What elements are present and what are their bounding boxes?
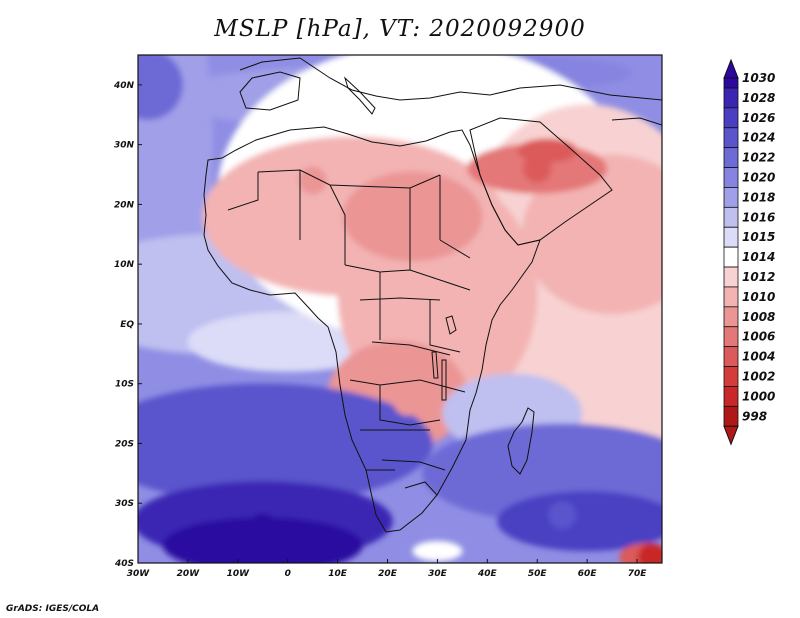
colorbar-swatch: [723, 405, 739, 427]
pressure-region-sahara-low: [298, 166, 327, 195]
colorbar-swatch: [723, 206, 739, 228]
europe-coastline: [239, 57, 662, 101]
arabia-coastline: [469, 117, 613, 246]
colorbar-label: 1012: [742, 270, 775, 284]
colorbar-label: 1002: [742, 370, 775, 384]
colorbar: 1030 1028 1026 1024 1022 1020 1018 1016 1015 1014…: [723, 58, 775, 446]
central-borders: [344, 264, 471, 431]
pressure-region-congo-basin-low: [393, 387, 422, 416]
colorbar-label: 1015: [742, 230, 775, 244]
colorbar-label: 1030: [742, 71, 775, 85]
coastlines-and-borders: [203, 57, 662, 533]
colorbar-label: 1018: [742, 190, 775, 204]
y-tick-label: 40S: [114, 559, 134, 569]
x-tick-label: 60E: [578, 569, 598, 579]
colorbar-label: 1004: [742, 350, 775, 364]
colorbar-swatch: [723, 107, 739, 129]
colorbar-swatch: [723, 127, 739, 149]
x-tick-label: 10W: [227, 569, 251, 579]
colorbar-label: 1010: [742, 290, 775, 304]
colorbar-label: 1022: [742, 151, 775, 165]
colorbar-label: 1008: [742, 310, 775, 324]
plot-frame: [137, 54, 663, 564]
pressure-field-layer-11: [522, 154, 662, 315]
y-tick-label: 30S: [115, 499, 134, 509]
pressure-field-layer-17: [138, 383, 433, 504]
pressure-region-southeast-corner-low: [638, 543, 662, 563]
pressure-region-azores-high: [138, 88, 167, 117]
pressure-field-layer-9: [342, 171, 483, 262]
pressure-field-layer-21: [412, 541, 463, 562]
colorbar-label: 1020: [742, 171, 775, 185]
x-tick-label: 10E: [328, 569, 348, 579]
y-tick-label: 40N: [113, 81, 135, 91]
lakes: [431, 315, 457, 401]
x-tick-label: 40E: [477, 569, 498, 579]
x-tick-label: 30E: [428, 569, 448, 579]
colorbar-swatch: [723, 366, 739, 387]
x-tick-label: 50E: [528, 569, 548, 579]
colorbar-label: 1000: [742, 389, 775, 403]
colorbar-swatch: [723, 306, 739, 328]
pressure-regions: [138, 88, 662, 563]
colorbar-swatch: [723, 226, 739, 248]
colorbar-label: 1024: [742, 131, 775, 145]
y-tick-label: 10S: [115, 380, 134, 390]
southern-borders: [366, 459, 446, 496]
x-tick-label: 20W: [177, 569, 201, 579]
italy-coastline: [343, 76, 376, 115]
colorbar-swatch: [723, 326, 739, 348]
y-tick-label: EQ: [120, 320, 134, 330]
colorbar-swatch: [723, 346, 739, 367]
colorbar-swatch: [723, 167, 739, 188]
colorbar-label: 1016: [742, 210, 775, 224]
madagascar-coastline: [507, 407, 535, 475]
y-tick-label: 20S: [115, 439, 134, 449]
colorbar-label: 1028: [742, 91, 775, 105]
india-coastline: [611, 117, 662, 126]
pressure-field: [138, 55, 662, 563]
x-tick-label: 20E: [378, 569, 398, 579]
x-axis: 30W 20W 10W 0 10E 20E 30E 40E 50E 60E 70E: [127, 559, 647, 579]
colorbar-swatch: [723, 286, 739, 308]
y-axis: 40N 30N 20N 10N EQ 10S 20S 30S 40S: [113, 81, 142, 569]
colorbar-swatch: [723, 187, 739, 208]
colorbar-bottom-arrow: [723, 425, 739, 446]
pressure-region-south-atlantic-high: [248, 513, 277, 542]
pressure-region-indian-ocean-high: [548, 501, 577, 530]
colorbar-swatch: [723, 147, 739, 168]
colorbar-swatch: [723, 87, 739, 109]
colorbar-top-arrow: [723, 58, 739, 79]
colorbar-label: 1014: [742, 250, 775, 264]
map-title: MSLP [hPa], VT: 2020092900: [214, 16, 586, 42]
x-tick-label: 0: [285, 569, 291, 579]
x-tick-label: 30W: [127, 569, 151, 579]
africa-coastline: [203, 126, 541, 533]
x-tick-label: 70E: [628, 569, 648, 579]
colorbar-swatch: [723, 246, 739, 268]
pressure-region-arabian-sea: [588, 238, 617, 267]
sahara-borders: [227, 169, 471, 270]
colorbar-label: 998: [742, 409, 767, 423]
colorbar-swatch: [723, 266, 739, 288]
colorbar-label: 1026: [742, 111, 775, 125]
colorbar-swatch: [723, 386, 739, 407]
y-tick-label: 10N: [114, 260, 135, 270]
y-tick-label: 30N: [114, 141, 135, 151]
colorbar-label: 1006: [742, 330, 775, 344]
pressure-field-layer-16: [497, 491, 662, 552]
y-tick-label: 20N: [114, 200, 135, 210]
iberia-coastline: [239, 71, 301, 111]
colorbar-swatch: [723, 77, 739, 89]
grads-credit: GrADS: IGES/COLA: [6, 604, 100, 614]
pressure-region-arabia-low: [523, 154, 552, 183]
